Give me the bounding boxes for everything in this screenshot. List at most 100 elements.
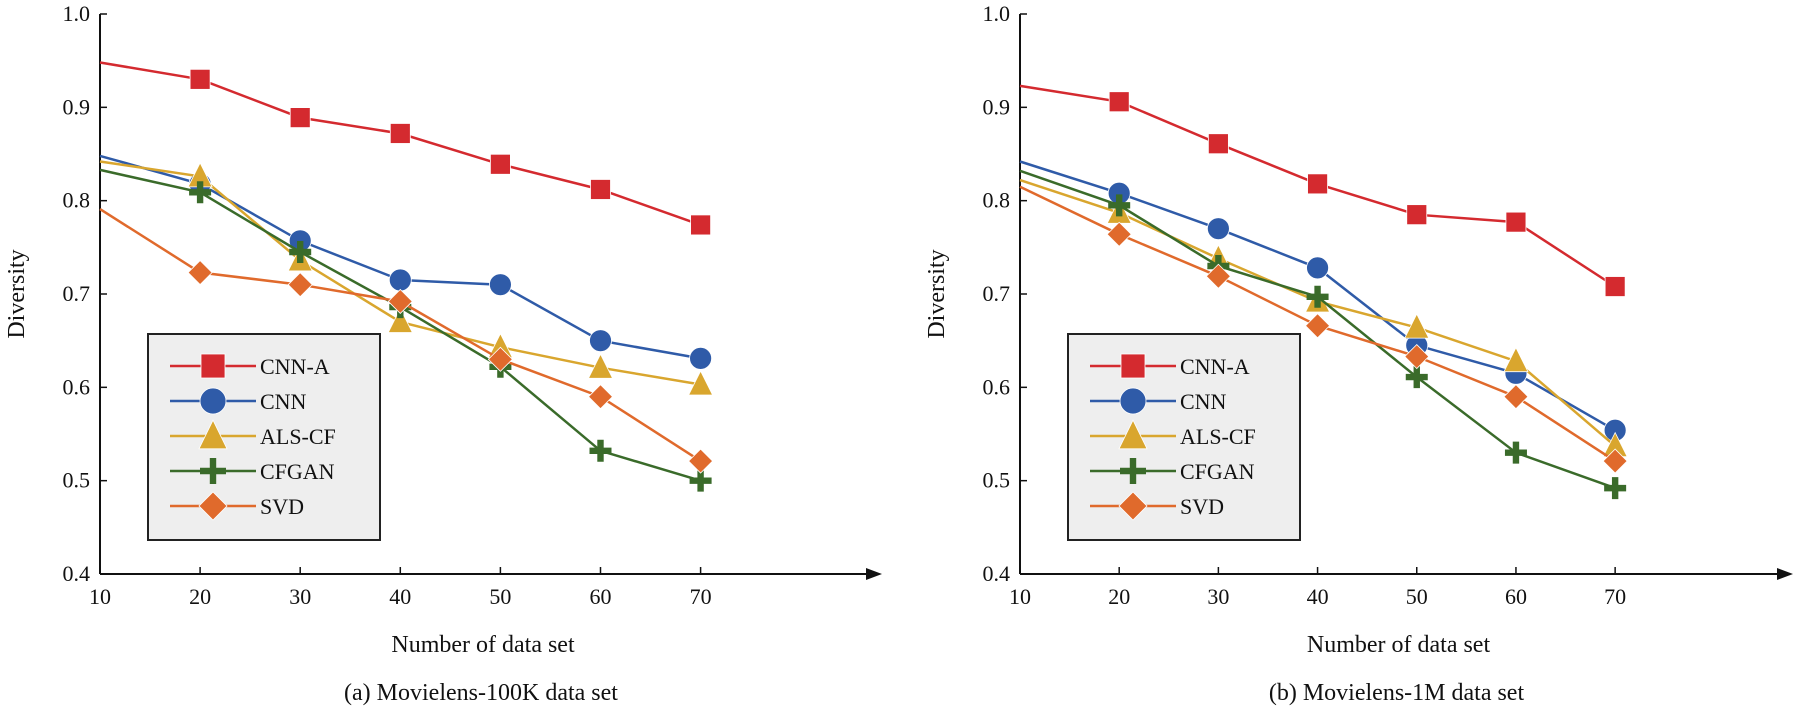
data-point-als-cf — [587, 353, 614, 379]
data-point-als-cf — [687, 370, 714, 396]
legend-item: ALS-CF — [170, 419, 336, 450]
legend-marker — [1120, 353, 1146, 379]
x-tick-label: 10 — [89, 584, 111, 609]
series-svd — [1019, 185, 1628, 474]
legend-marker — [199, 387, 227, 415]
legend-item: CNN — [170, 387, 307, 415]
data-point-svd — [387, 288, 413, 315]
panel-b: 0.4 0.5 0.6 0.7 0.8 0.9 1.0 10 20 30 40 50 60 70 Numbe… — [924, 1, 1793, 706]
x-tick-label: 20 — [189, 584, 211, 609]
panel-caption: (a) Movielens-100K data set — [344, 680, 618, 706]
legend-item: SVD — [1090, 491, 1224, 521]
x-tick-label: 60 — [590, 584, 612, 609]
data-point-cfgan — [689, 469, 712, 492]
data-point-svd — [487, 346, 513, 372]
data-point-cnn-a — [1406, 204, 1428, 226]
y-axis-title: Diversity — [924, 249, 950, 338]
legend-item: CNN-A — [170, 353, 330, 379]
series-cnn-a — [99, 61, 711, 236]
data-point-cnn-a — [489, 153, 511, 175]
legend-marker — [1120, 458, 1146, 484]
y-tick-label: 0.9 — [63, 94, 91, 119]
data-point-svd — [1205, 263, 1231, 289]
legend-label: CNN-A — [260, 354, 330, 379]
y-tick-label: 0.6 — [983, 374, 1011, 399]
data-point-cnn — [488, 273, 512, 297]
legend: CNN-A CNN ALS-CF CFGAN SVD — [1067, 333, 1301, 541]
legend-label: CNN-A — [1180, 354, 1250, 379]
legend-label: CFGAN — [260, 459, 335, 484]
y-tick-label: 0.6 — [63, 374, 91, 399]
data-point-cnn — [1306, 256, 1329, 280]
data-point-cnn-a — [189, 68, 211, 90]
x-axis-arrow — [1777, 568, 1793, 580]
y-tick-label: 1.0 — [63, 1, 91, 26]
series-svd — [99, 208, 714, 474]
data-point-svd — [688, 448, 714, 474]
y-tick-label: 0.5 — [63, 468, 91, 493]
y-tick-label: 0.8 — [983, 188, 1011, 213]
data-point-cnn-a — [389, 123, 411, 144]
series-cnn-a — [1019, 84, 1626, 297]
series-cnn — [1019, 160, 1627, 442]
data-point-cfgan — [1405, 366, 1428, 389]
data-point-svd — [1106, 221, 1132, 247]
x-tick-label: 50 — [1406, 584, 1428, 609]
y-tick-label: 0.9 — [983, 94, 1011, 119]
data-point-cnn-a — [1307, 173, 1328, 195]
y-tick-label: 1.0 — [983, 1, 1011, 26]
legend-marker — [1118, 419, 1148, 450]
legend-marker — [1119, 387, 1147, 415]
data-point-cnn — [388, 268, 412, 292]
series-als-cf — [99, 160, 714, 396]
legend-item: ALS-CF — [1090, 419, 1256, 450]
data-point-svd — [187, 259, 213, 286]
legend-marker — [200, 458, 226, 484]
y-tick-label: 0.7 — [63, 281, 91, 306]
data-point-cnn-a — [1207, 133, 1229, 155]
x-tick-label: 40 — [1307, 584, 1329, 609]
x-axis-title: Number of data set — [1307, 632, 1491, 658]
x-tick-label: 70 — [1604, 584, 1626, 609]
legend-label: CNN — [260, 389, 307, 414]
data-point-cnn-a — [590, 179, 611, 200]
data-point-cnn-a — [289, 107, 311, 128]
data-point-cnn-a — [1505, 211, 1527, 233]
x-tick-label: 30 — [289, 584, 311, 609]
y-tick-label: 0.5 — [983, 468, 1011, 493]
data-point-svd — [1503, 384, 1529, 410]
x-tick-label: 40 — [389, 584, 411, 609]
data-point-cfgan — [289, 241, 312, 263]
legend-marker — [198, 419, 228, 450]
data-point-als-cf — [387, 307, 413, 333]
data-point-cnn-a — [1604, 276, 1626, 297]
data-point-als-cf — [1404, 313, 1430, 339]
legend-label: ALS-CF — [1180, 424, 1256, 449]
x-tick-label: 70 — [690, 584, 712, 609]
x-tick-label: 10 — [1009, 584, 1031, 609]
legend-marker — [1118, 491, 1148, 521]
data-point-cfgan — [189, 181, 212, 204]
data-point-cfgan — [1604, 477, 1627, 500]
data-point-svd — [587, 384, 614, 410]
legend-marker — [200, 353, 226, 379]
data-point-cnn-a — [1108, 91, 1130, 113]
x-axis-title: Number of data set — [391, 632, 575, 658]
data-point-cfgan — [1306, 285, 1329, 308]
legend-label: ALS-CF — [260, 424, 336, 449]
data-point-svd — [287, 272, 313, 298]
legend-item: CFGAN — [170, 458, 335, 484]
data-point-svd — [1305, 313, 1331, 339]
data-point-als-cf — [1503, 346, 1529, 373]
data-point-svd — [1602, 448, 1628, 474]
x-tick-label: 50 — [489, 584, 511, 609]
x-axis-arrow — [866, 568, 882, 580]
y-axis-title: Diversity — [4, 249, 30, 338]
legend-item: CNN — [1090, 387, 1227, 415]
legend-label: CFGAN — [1180, 459, 1255, 484]
legend: CNN-A CNN ALS-CF CFGAN SVD — [147, 333, 381, 541]
legend-item: CNN-A — [1090, 353, 1250, 379]
legend-marker — [198, 491, 228, 521]
data-point-cnn-a — [690, 214, 711, 236]
